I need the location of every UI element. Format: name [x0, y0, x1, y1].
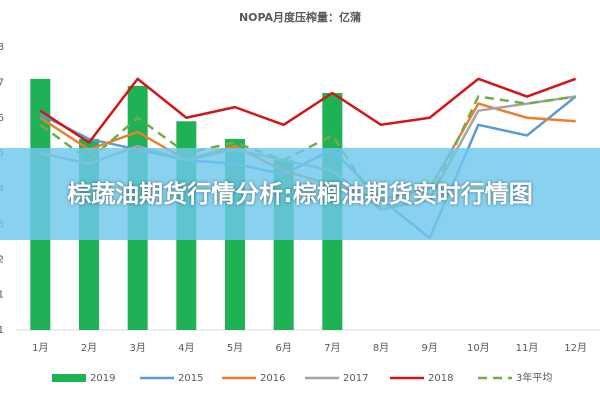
line — [39, 95, 576, 211]
y-tick-label: 1.7 — [0, 77, 4, 88]
x-tick-label: 11月 — [516, 342, 539, 354]
y-tick-label: 1.6 — [0, 113, 4, 124]
x-tick-label: 10月 — [467, 342, 490, 354]
banner-text: 棕蔬油期货行情分析:棕榈油期货实时行情图 — [67, 179, 533, 208]
line — [39, 77, 577, 144]
x-tick-label: 9月 — [421, 342, 437, 354]
x-tick-label: 4月 — [178, 342, 194, 354]
chart-title: NOPA月度压榨量：亿蒲 — [239, 10, 361, 24]
y-tick-label: 1.1 — [0, 290, 4, 301]
x-tick-label: 3月 — [129, 342, 145, 354]
x-tick-label: 6月 — [275, 342, 291, 354]
legend-label: 2017 — [343, 373, 368, 384]
legend-swatch — [52, 374, 86, 382]
y-tick-label: 1.2 — [0, 254, 4, 265]
y-tick-label: 1 — [0, 325, 4, 336]
legend-label: 2019 — [90, 373, 115, 384]
y-tick-label: 1.8 — [0, 42, 4, 53]
x-tick-label: 5月 — [227, 342, 243, 354]
legend-label: 2015 — [178, 373, 203, 384]
banner: 棕蔬油期货行情分析:棕榈油期货实时行情图 — [0, 148, 600, 240]
x-tick-label: 2月 — [81, 342, 97, 354]
legend-label: 3年平均 — [516, 371, 552, 384]
x-tick-label: 1月 — [32, 342, 48, 354]
x-tick-label: 12月 — [564, 342, 587, 354]
x-tick-label: 7月 — [324, 342, 340, 354]
x-tick-label: 8月 — [373, 342, 389, 354]
legend-label: 2016 — [260, 373, 285, 384]
legend-label: 2018 — [428, 373, 453, 384]
